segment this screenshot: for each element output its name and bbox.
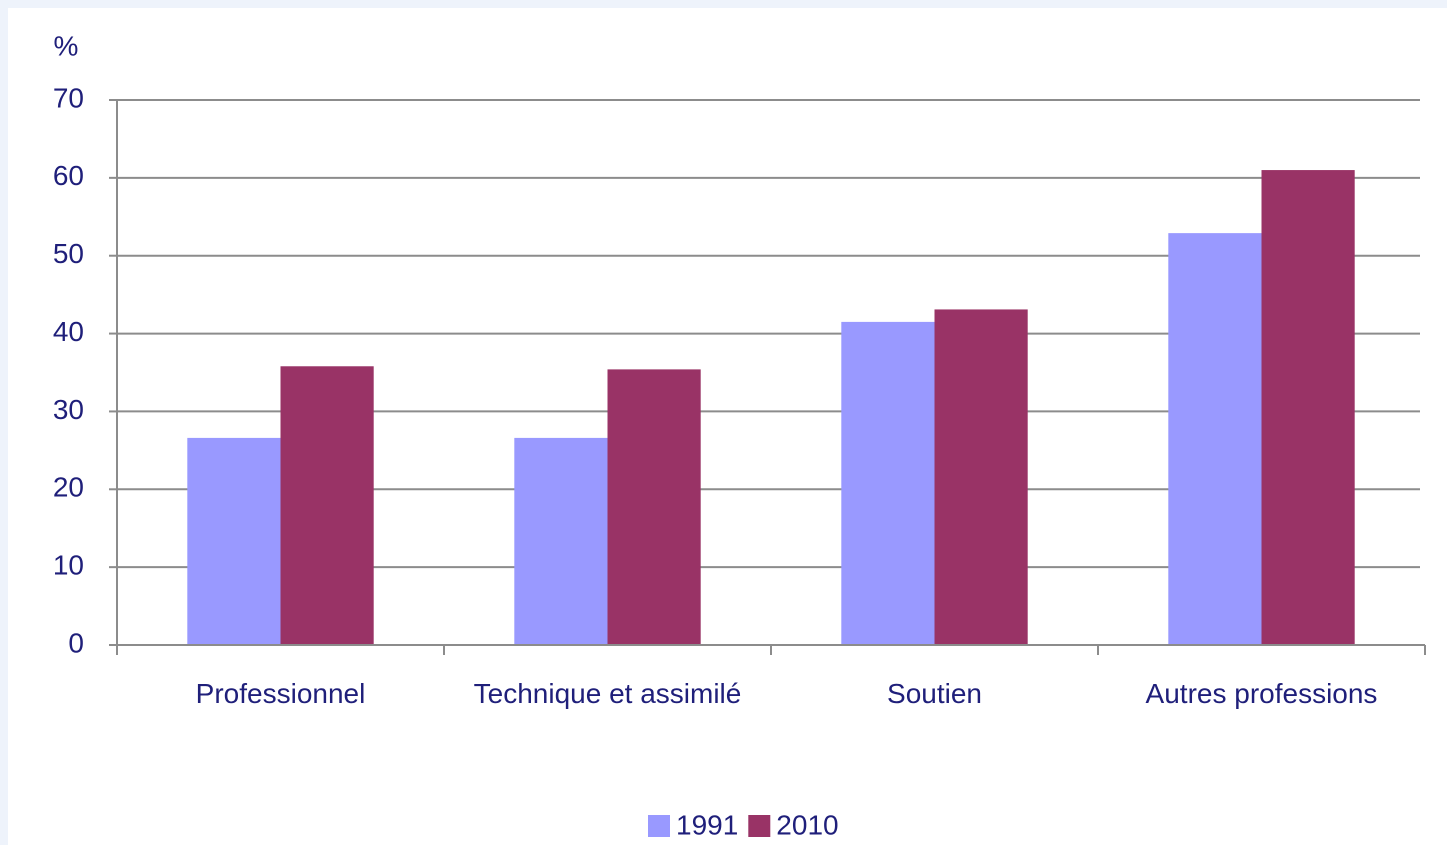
y-tick-label: 20 xyxy=(53,472,84,503)
y-tick-label: 40 xyxy=(53,316,84,347)
bar xyxy=(280,366,374,645)
y-tick-label: 60 xyxy=(53,160,84,191)
y-tick-label: 50 xyxy=(53,238,84,269)
bar xyxy=(187,437,281,645)
legend-swatch xyxy=(648,815,670,837)
bar xyxy=(841,321,935,645)
x-tick-label: Professionnel xyxy=(195,678,366,709)
bar xyxy=(1261,170,1355,646)
bar xyxy=(934,309,1028,645)
y-axis-unit: % xyxy=(54,30,79,61)
y-tick-label: 0 xyxy=(68,627,84,658)
legend-swatch xyxy=(748,815,771,837)
y-tick-label: 10 xyxy=(53,550,84,581)
bar xyxy=(607,369,701,645)
legend-label: 2010 xyxy=(776,809,838,840)
y-tick-label: 70 xyxy=(53,82,84,113)
bar xyxy=(514,437,608,645)
legend-label: 1991 xyxy=(676,809,738,840)
x-tick-label: Technique et assimilé xyxy=(473,678,742,709)
x-tick-label: Soutien xyxy=(887,678,982,709)
x-tick-label: Autres professions xyxy=(1145,678,1378,709)
bar xyxy=(1168,233,1262,645)
y-tick-label: 30 xyxy=(53,394,84,425)
